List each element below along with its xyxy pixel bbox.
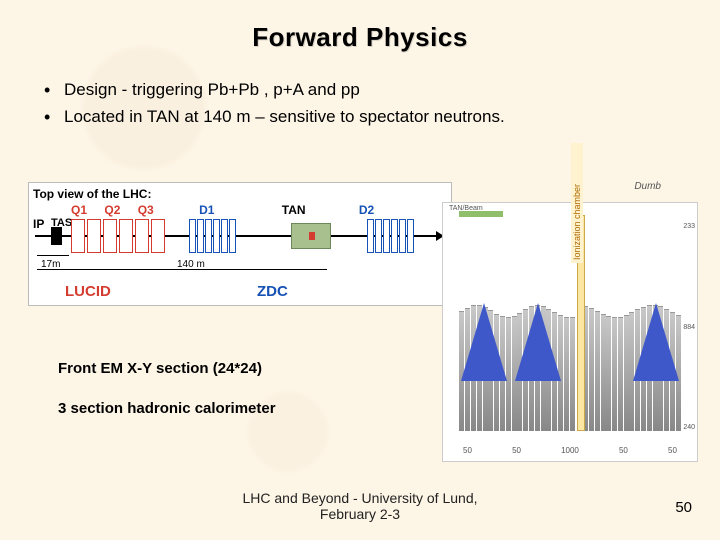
q-box <box>87 219 101 253</box>
page-number: 50 <box>675 499 692 516</box>
tungsten-left <box>459 215 575 431</box>
slide-title: Forward Physics <box>0 22 720 53</box>
topview-header: Top view of the LHC: <box>33 187 151 201</box>
d1-label: D1 <box>199 203 214 217</box>
q2-label: Q2 <box>104 203 120 217</box>
quad-magnets <box>71 219 165 253</box>
d2-magnet <box>367 219 414 253</box>
q-box <box>151 219 165 253</box>
detector-bottom-dims: 50 50 1000 50 50 <box>443 446 697 455</box>
tan-label: TAN <box>282 203 306 217</box>
lucid-label: LUCID <box>65 283 111 300</box>
zdc-label: ZDC <box>257 283 288 300</box>
bullet-list: Design - triggering Pb+Pb , p+A and pp L… <box>40 78 690 131</box>
q-box <box>135 219 149 253</box>
q-box <box>71 219 85 253</box>
footer-line1: LHC and Beyond - University of Lund, <box>242 490 477 506</box>
dump-label: Dumb <box>634 181 661 192</box>
ionization-label: Ionization chamber <box>571 143 583 263</box>
zdc-marker <box>309 232 315 240</box>
detector-right-dims: 233 884 240 <box>681 223 695 431</box>
bullet-item: Located in TAN at 140 m – sensitive to s… <box>40 105 690 130</box>
footer-line2: February 2-3 <box>320 506 400 522</box>
q-box <box>103 219 117 253</box>
caption-front-em: Front EM X-Y section (24*24) <box>58 360 262 377</box>
slide-footer: LHC and Beyond - University of Lund, Feb… <box>0 490 720 522</box>
topview-labels: Q1 Q2 Q3 D1 TAN D2 <box>71 203 374 217</box>
tungsten-right <box>577 215 681 431</box>
q1-label: Q1 <box>71 203 87 217</box>
ip-label: IP <box>33 217 44 231</box>
dim-17m-line <box>37 255 69 256</box>
zdc-detector-figure: Dumb TAN/Beam Ionization chamber 50 50 1… <box>442 202 698 462</box>
d2-label: D2 <box>359 203 374 217</box>
caption-hadronic: 3 section hadronic calorimeter <box>58 400 276 417</box>
q3-label: Q3 <box>138 203 154 217</box>
dim-140m: 140 m <box>177 259 205 270</box>
d1-magnet <box>189 219 236 253</box>
lhc-topview-figure: Top view of the LHC: Q1 Q2 Q3 D1 TAN D2 … <box>28 182 452 306</box>
bullet-item: Design - triggering Pb+Pb , p+A and pp <box>40 78 690 103</box>
q-box <box>119 219 133 253</box>
